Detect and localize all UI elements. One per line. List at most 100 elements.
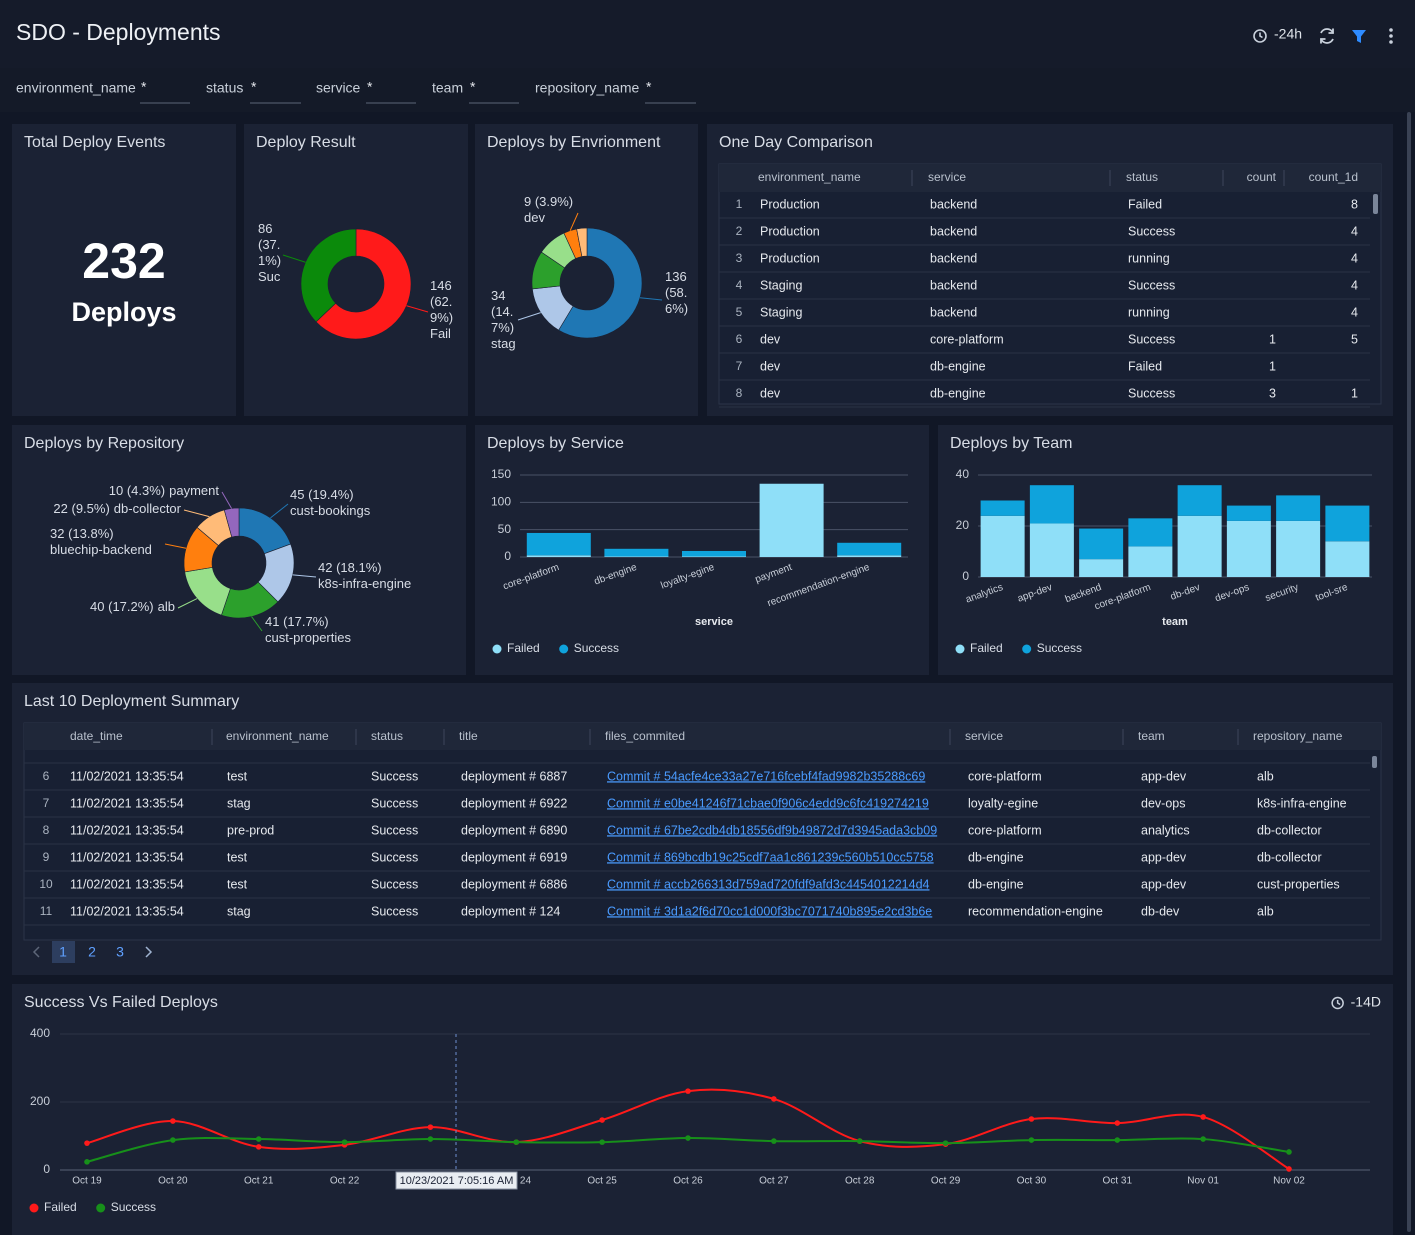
series-point[interactable] bbox=[255, 1136, 262, 1142]
series-point[interactable] bbox=[427, 1124, 434, 1130]
column-header[interactable]: count_1d bbox=[1309, 170, 1358, 184]
bar-segment[interactable] bbox=[980, 515, 1025, 577]
filter-value[interactable]: * bbox=[646, 79, 652, 95]
more-menu[interactable] bbox=[1389, 28, 1393, 44]
filter-icon[interactable] bbox=[1352, 30, 1366, 43]
bar-segment[interactable] bbox=[1177, 515, 1222, 577]
bar-segment[interactable] bbox=[837, 542, 902, 556]
series-point[interactable] bbox=[1200, 1136, 1206, 1142]
bar-segment[interactable] bbox=[1226, 520, 1271, 577]
series-point[interactable] bbox=[255, 1144, 262, 1150]
column-header[interactable]: date_time bbox=[70, 729, 123, 743]
column-header[interactable]: status bbox=[1126, 170, 1158, 184]
filter-value[interactable]: * bbox=[251, 79, 257, 95]
bar-segment[interactable] bbox=[1128, 546, 1173, 577]
series-point[interactable] bbox=[1286, 1166, 1292, 1172]
bar-segment[interactable] bbox=[1177, 485, 1222, 516]
column-header[interactable]: service bbox=[965, 729, 1003, 743]
bar-segment[interactable] bbox=[682, 550, 746, 557]
series-point[interactable] bbox=[1028, 1137, 1035, 1143]
series-point[interactable] bbox=[599, 1139, 605, 1145]
series-point[interactable] bbox=[942, 1140, 949, 1146]
series-point[interactable] bbox=[84, 1140, 90, 1146]
series-point[interactable] bbox=[1114, 1137, 1121, 1143]
series-point[interactable] bbox=[771, 1096, 777, 1102]
column-header[interactable]: service bbox=[928, 170, 966, 184]
legend-label[interactable]: Success bbox=[574, 641, 619, 655]
filter-value[interactable]: * bbox=[367, 79, 373, 95]
filter-value[interactable]: * bbox=[141, 79, 147, 95]
pie-slice[interactable] bbox=[558, 227, 643, 339]
bar-segment[interactable] bbox=[1029, 485, 1074, 524]
series-point[interactable] bbox=[1028, 1116, 1035, 1122]
bar-segment[interactable] bbox=[1079, 528, 1124, 560]
series-point[interactable] bbox=[771, 1138, 777, 1144]
bar-segment[interactable] bbox=[1325, 541, 1370, 577]
pie-slice[interactable] bbox=[576, 227, 588, 257]
column-header[interactable]: environment_name bbox=[758, 170, 861, 184]
filter-value[interactable]: * bbox=[470, 79, 476, 95]
series-point[interactable] bbox=[1200, 1114, 1206, 1120]
column-header[interactable]: team bbox=[1138, 729, 1165, 743]
legend-marker[interactable] bbox=[955, 644, 965, 654]
pie-slice[interactable] bbox=[300, 228, 357, 323]
series-point[interactable] bbox=[1114, 1120, 1121, 1126]
bar-segment[interactable] bbox=[1276, 495, 1321, 521]
column-header[interactable]: files_commited bbox=[605, 729, 685, 743]
commit-link[interactable]: Commit # 67be2cdb4db18556df9b49872d7d394… bbox=[607, 823, 937, 837]
refresh-icon[interactable] bbox=[1320, 28, 1334, 44]
legend-label[interactable]: Success bbox=[1037, 641, 1082, 655]
bar-segment[interactable] bbox=[1029, 523, 1074, 577]
bar-segment[interactable] bbox=[682, 556, 746, 557]
column-header[interactable]: environment_name bbox=[226, 729, 329, 743]
column-header[interactable]: status bbox=[371, 729, 403, 743]
prev-page[interactable] bbox=[32, 946, 40, 958]
bar-segment[interactable] bbox=[526, 555, 591, 557]
pie-slice[interactable] bbox=[315, 228, 412, 340]
legend-label[interactable]: Success bbox=[111, 1200, 156, 1214]
table-scrollbar[interactable] bbox=[1373, 194, 1378, 214]
next-page[interactable] bbox=[145, 946, 153, 958]
page-number[interactable]: 3 bbox=[116, 944, 124, 960]
series-point[interactable] bbox=[513, 1139, 520, 1145]
series-point[interactable] bbox=[170, 1137, 176, 1143]
clock-icon[interactable] bbox=[1253, 29, 1267, 43]
bar-segment[interactable] bbox=[759, 483, 824, 557]
bar-segment[interactable] bbox=[604, 548, 669, 557]
legend-label[interactable]: Failed bbox=[970, 641, 1003, 655]
column-header[interactable]: title bbox=[459, 729, 478, 743]
series-point[interactable] bbox=[856, 1138, 863, 1144]
table-scrollbar[interactable] bbox=[1372, 756, 1377, 768]
legend-marker[interactable] bbox=[29, 1203, 39, 1213]
series-point[interactable] bbox=[685, 1135, 691, 1141]
pie-slice[interactable] bbox=[223, 507, 240, 538]
commit-link[interactable]: Commit # 869bcdb19c25cdf7aa1c861239c560b… bbox=[607, 850, 934, 864]
bar-segment[interactable] bbox=[1325, 505, 1370, 542]
bar-segment[interactable] bbox=[1079, 559, 1124, 577]
series-point[interactable] bbox=[427, 1136, 434, 1142]
time-range[interactable]: -14D bbox=[1351, 994, 1381, 1010]
commit-link[interactable]: Commit # e0be41246f71cbae0f906c4edd9c6fc… bbox=[607, 796, 929, 810]
legend-marker[interactable] bbox=[559, 644, 569, 654]
legend-marker[interactable] bbox=[96, 1203, 106, 1213]
commit-link[interactable]: Commit # 54acfe4ce33a27e716fcebf4fad9982… bbox=[607, 769, 925, 783]
bar-segment[interactable] bbox=[1128, 518, 1173, 547]
series-point[interactable] bbox=[341, 1139, 348, 1145]
legend-marker[interactable] bbox=[1022, 644, 1032, 654]
commit-link[interactable]: Commit # accb266313d759ad720fdf9afd3c445… bbox=[607, 877, 930, 891]
legend-marker[interactable] bbox=[492, 644, 502, 654]
series-point[interactable] bbox=[1286, 1149, 1292, 1155]
legend-label[interactable]: Failed bbox=[44, 1200, 77, 1214]
series-point[interactable] bbox=[170, 1118, 176, 1124]
series-point[interactable] bbox=[84, 1159, 90, 1165]
bar-segment[interactable] bbox=[1276, 520, 1321, 577]
commit-link[interactable]: Commit # 3d1a2f6d70cc1d000f3bc7071740b89… bbox=[607, 904, 932, 918]
page-number[interactable]: 2 bbox=[88, 944, 96, 960]
bar-segment[interactable] bbox=[980, 500, 1025, 516]
series-point[interactable] bbox=[685, 1088, 691, 1094]
column-header[interactable]: repository_name bbox=[1253, 729, 1343, 743]
bar-segment[interactable] bbox=[526, 532, 591, 556]
current-page[interactable] bbox=[52, 941, 75, 963]
legend-label[interactable]: Failed bbox=[507, 641, 540, 655]
bar-segment[interactable] bbox=[837, 555, 902, 557]
